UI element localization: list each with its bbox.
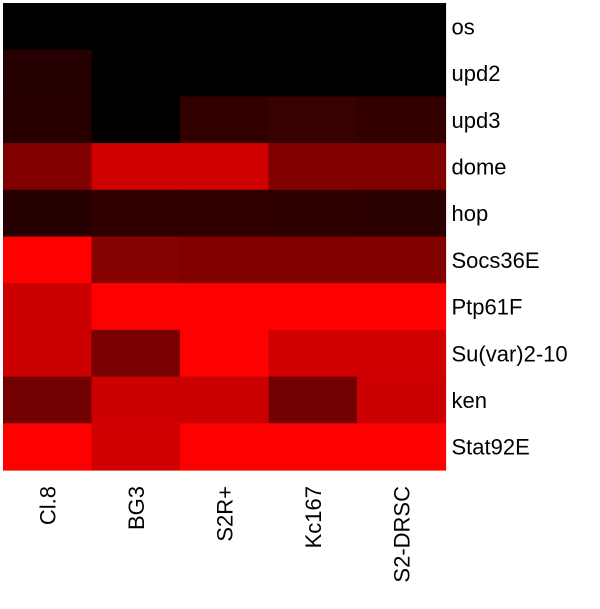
heatmap-cell-stat92e-cl-8 <box>3 423 93 471</box>
heatmap-cell-su-var-2-10-s2-drsc <box>357 329 447 378</box>
row-label: ken <box>452 388 487 413</box>
row-label: upd3 <box>452 108 501 133</box>
heatmap-cell-upd3-bg3 <box>91 96 181 144</box>
heatmap-cell-ptp61f-bg3 <box>91 283 181 331</box>
heatmap-cell-ken-s2r- <box>180 376 270 424</box>
heatmap-cell-upd3-cl-8 <box>3 96 93 144</box>
row-label: dome <box>452 154 507 179</box>
heatmap-cell-hop-cl-8 <box>3 189 93 238</box>
heatmap-cell-ptp61f-kc167 <box>268 283 358 331</box>
column-label: BG3 <box>124 486 149 530</box>
heatmap-cell-upd2-cl-8 <box>3 49 93 97</box>
row-label: upd2 <box>452 61 501 86</box>
heatmap-cell-ken-cl-8 <box>3 376 93 424</box>
heatmap-cell-dome-s2r- <box>180 143 270 191</box>
heatmap-cell-os-s2r- <box>180 3 270 51</box>
heatmap-cell-ken-bg3 <box>91 376 181 424</box>
column-label: Cl.8 <box>35 486 60 525</box>
heatmap-cell-socs36e-bg3 <box>91 236 181 284</box>
heatmap-cell-hop-s2r- <box>180 189 270 238</box>
heatmap-cell-stat92e-s2r- <box>180 423 270 471</box>
row-label: Stat92E <box>452 435 530 460</box>
heatmap-cell-hop-bg3 <box>91 189 181 238</box>
heatmap-cell-dome-bg3 <box>91 143 181 191</box>
row-label: hop <box>452 201 489 226</box>
heatmap-cell-ptp61f-s2r- <box>180 283 270 331</box>
heatmap-cell-dome-kc167 <box>268 143 358 191</box>
row-labels: os upd2 upd3 dome hop Socs36E Ptp61F Su(var)2-1… <box>452 14 568 459</box>
heatmap-cell-stat92e-kc167 <box>268 423 358 471</box>
heatmap-cell-upd2-s2r- <box>180 49 270 97</box>
row-label: os <box>452 14 475 39</box>
column-label: Kc167 <box>301 486 326 548</box>
heatmap-cell-ken-kc167 <box>268 376 358 424</box>
heatmap-cell-dome-s2-drsc <box>357 143 447 191</box>
heatmap-cells <box>3 3 447 471</box>
heatmap-cell-ken-s2-drsc <box>357 376 447 424</box>
heatmap-cell-stat92e-s2-drsc <box>357 423 447 471</box>
row-label: Su(var)2-10 <box>452 341 568 366</box>
heatmap-cell-os-cl-8 <box>3 3 93 51</box>
heatmap-cell-su-var-2-10-bg3 <box>91 329 181 378</box>
heatmap-cell-su-var-2-10-s2r- <box>180 329 270 378</box>
heatmap-cell-ptp61f-cl-8 <box>3 283 93 331</box>
heatmap-cell-ptp61f-s2-drsc <box>357 283 447 331</box>
heatmap-cell-upd2-kc167 <box>268 49 358 97</box>
heatmap-cell-hop-s2-drsc <box>357 189 447 238</box>
column-label: S2R+ <box>212 486 237 542</box>
heatmap-cell-os-bg3 <box>91 3 181 51</box>
heatmap-cell-socs36e-s2-drsc <box>357 236 447 284</box>
heatmap-cell-stat92e-bg3 <box>91 423 181 471</box>
row-label: Socs36E <box>452 248 540 273</box>
heatmap-cell-socs36e-kc167 <box>268 236 358 284</box>
heatmap-cell-upd3-kc167 <box>268 96 358 144</box>
heatmap-cell-os-s2-drsc <box>357 3 447 51</box>
heatmap-cell-socs36e-cl-8 <box>3 236 93 284</box>
heatmap-cell-hop-kc167 <box>268 189 358 238</box>
heatmap-cell-os-kc167 <box>268 3 358 51</box>
heatmap-cell-su-var-2-10-cl-8 <box>3 329 93 378</box>
heatmap-cell-upd3-s2-drsc <box>357 96 447 144</box>
heatmap-cell-dome-cl-8 <box>3 143 93 191</box>
heatmap-cell-upd2-bg3 <box>91 49 181 97</box>
heatmap-cell-upd3-s2r- <box>180 96 270 144</box>
heatmap-cell-socs36e-s2r- <box>180 236 270 284</box>
heatmap-cell-su-var-2-10-kc167 <box>268 329 358 378</box>
row-label: Ptp61F <box>452 295 523 320</box>
column-labels: Cl.8 BG3 S2R+ Kc167 S2-DRSC <box>35 486 414 583</box>
column-label: S2-DRSC <box>389 486 414 583</box>
heatmap-cell-upd2-s2-drsc <box>357 49 447 97</box>
